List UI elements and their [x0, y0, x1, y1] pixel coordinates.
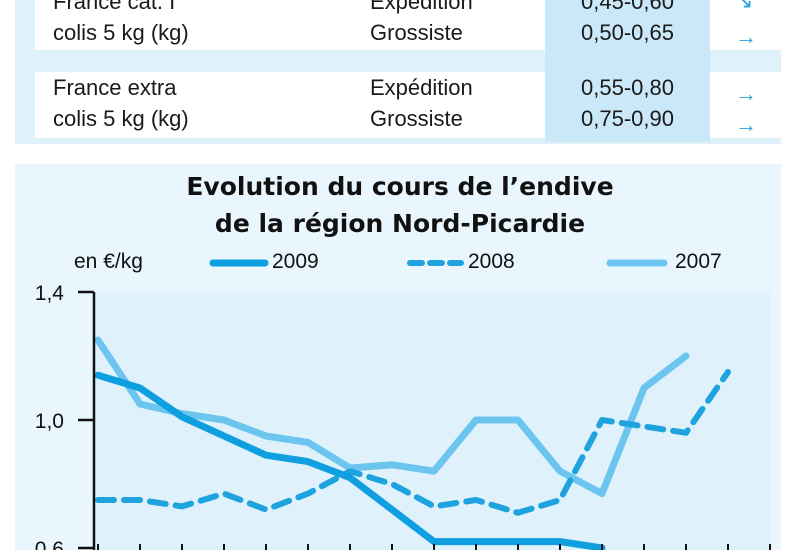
price-range: 0,50-0,65 [581, 20, 674, 45]
trend-cell [710, 72, 781, 138]
market-type-cell: Expédition Grossiste [320, 0, 545, 50]
y-tick-label-1,4: 1,4 [35, 282, 65, 305]
price-cell: 0,45-0,60 0,50-0,65 [545, 0, 710, 48]
y-tick-label-0,6: 0,6 [35, 538, 64, 550]
series-line-2007 [94, 336, 690, 498]
trend-stable-arrow-icon: → [735, 81, 757, 106]
price-range: 0,55-0,80 [581, 75, 674, 100]
trend-stable-arrow-icon: → [735, 24, 757, 49]
legend-label-2009: 2009 [272, 250, 319, 273]
chart-subtitle: de la région Nord-Picardie [214, 209, 586, 238]
trend-down-arrow-icon: ↘ [735, 0, 754, 13]
market-type-cell: Expédition Grossiste [320, 72, 545, 138]
y-tick-label-1,0: 1,0 [35, 410, 64, 433]
product-unit: colis 5 kg (kg) [53, 106, 189, 131]
series-line-2008 [95, 369, 731, 516]
product-unit: colis 5 kg (kg) [53, 20, 189, 45]
price-column-background [545, 0, 710, 142]
trend-cell [710, 0, 781, 50]
y-axis-unit-label: en €/kg [74, 250, 143, 273]
market-type: Grossiste [370, 106, 463, 131]
price-range: 0,75-0,90 [581, 106, 674, 131]
market-type: Grossiste [370, 20, 463, 45]
trend-stable-arrow-icon: → [735, 112, 757, 137]
market-type: Expédition [370, 0, 473, 14]
product-cell: France extra colis 5 kg (kg) [35, 72, 320, 138]
chart-title: Evolution du cours de l’endive [186, 172, 614, 201]
market-type: Expédition [370, 75, 473, 100]
price-cell: 0,55-0,80 0,75-0,90 [545, 72, 710, 134]
series-line-2009 [94, 371, 606, 550]
product-cell: France cat. I colis 5 kg (kg) [35, 0, 320, 50]
price-table: France cat. I colis 5 kg (kg) Expédition… [0, 0, 800, 148]
legend-label-2008: 2008 [468, 250, 515, 273]
legend-label-2007: 2007 [675, 250, 722, 273]
product-name: France cat. I [53, 0, 176, 14]
product-name: France extra [53, 75, 177, 100]
price-range: 0,45-0,60 [581, 0, 674, 14]
